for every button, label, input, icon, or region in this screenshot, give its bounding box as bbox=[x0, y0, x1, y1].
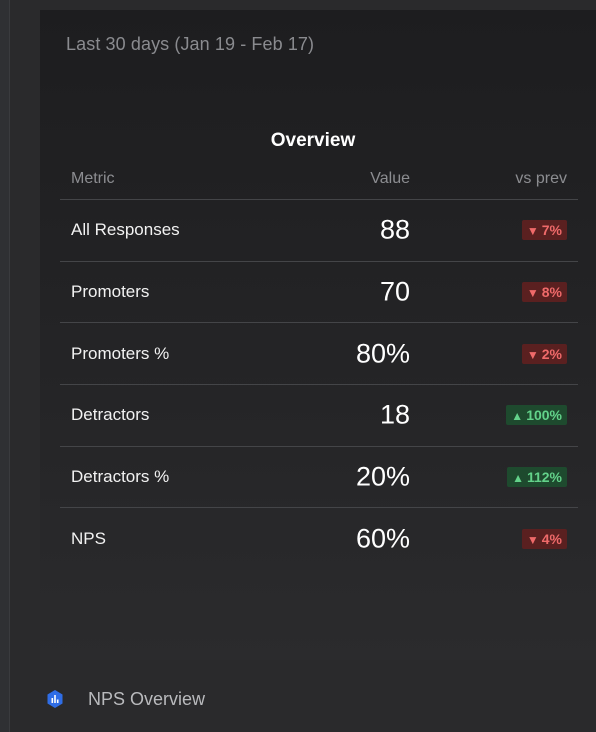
change-badge: ▲ 112% bbox=[507, 467, 567, 488]
change-value: 7% bbox=[541, 222, 562, 239]
table-row: All Responses 88 ▼ 7% bbox=[60, 200, 578, 262]
table-title: Overview bbox=[270, 130, 356, 151]
table-row: Promoters 70 ▼ 8% bbox=[60, 262, 578, 324]
change-badge: ▼ 2% bbox=[521, 343, 567, 364]
metric-value: 20% bbox=[355, 461, 410, 492]
metric-label: Promoters bbox=[71, 282, 150, 302]
metric-value: 70 bbox=[379, 276, 410, 307]
table-header-row: Metric Value vs prev bbox=[60, 170, 578, 200]
bar-chart-logo-icon bbox=[47, 690, 63, 708]
metric-value: 18 bbox=[379, 399, 410, 430]
triangle-down-icon: ▼ bbox=[526, 347, 539, 362]
table-row: Detractors 18 ▲ 100% bbox=[60, 385, 578, 447]
change-value: 8% bbox=[541, 284, 562, 301]
change-badge: ▼ 7% bbox=[521, 220, 567, 241]
table-row: NPS 60% ▼ 4% bbox=[60, 508, 578, 570]
change-value: 112% bbox=[526, 469, 562, 486]
change-badge: ▲ 100% bbox=[506, 405, 567, 426]
table-row: Detractors % 20% ▲ 112% bbox=[60, 447, 578, 509]
dashboard-title[interactable]: NPS Overview bbox=[88, 689, 206, 709]
column-header-metric: Metric bbox=[71, 170, 115, 187]
change-value: 4% bbox=[541, 531, 562, 548]
metric-value: 88 bbox=[379, 214, 410, 245]
triangle-up-icon: ▲ bbox=[512, 471, 524, 486]
metric-label: Detractors % bbox=[71, 467, 170, 487]
date-range-label: Last 30 days (Jan 19 - Feb 17) bbox=[66, 34, 315, 54]
column-header-value: Value bbox=[370, 170, 410, 187]
triangle-up-icon: ▲ bbox=[511, 409, 524, 424]
table-body: All Responses 88 ▼ 7% Promoters 70 ▼ 8% Pr… bbox=[60, 200, 578, 570]
change-badge: ▼ 4% bbox=[521, 529, 567, 550]
left-panel-edge bbox=[0, 0, 10, 732]
metric-value: 80% bbox=[355, 338, 410, 369]
change-value: 2% bbox=[541, 345, 562, 362]
metric-label: Detractors bbox=[71, 405, 150, 425]
metric-label: Promoters % bbox=[71, 343, 170, 363]
change-value: 100% bbox=[526, 407, 562, 424]
overview-card bbox=[40, 10, 596, 660]
table-row: Promoters % 80% ▼ 2% bbox=[60, 323, 578, 386]
card-footer bbox=[40, 660, 596, 732]
triangle-down-icon: ▼ bbox=[526, 224, 539, 239]
metric-label: NPS bbox=[71, 529, 106, 549]
triangle-down-icon: ▼ bbox=[526, 286, 539, 301]
metric-label: All Responses bbox=[71, 220, 180, 240]
metric-value: 60% bbox=[355, 523, 410, 554]
change-badge: ▼ 8% bbox=[521, 282, 567, 303]
column-header-vs-prev: vs prev bbox=[515, 170, 567, 187]
triangle-down-icon: ▼ bbox=[526, 533, 539, 548]
